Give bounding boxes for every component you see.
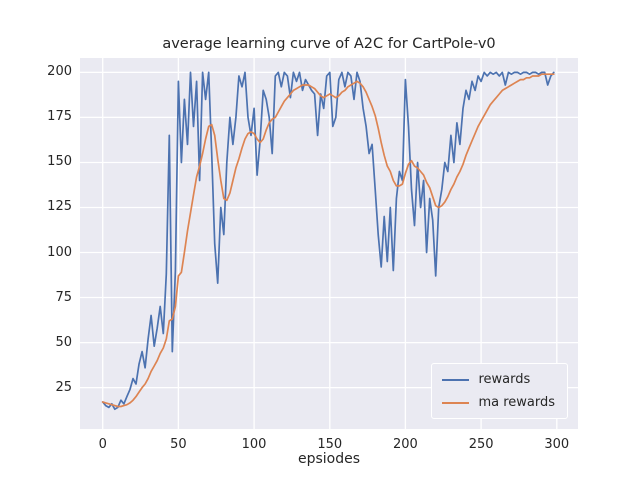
legend-entry-ma-rewards: ma rewards — [442, 395, 555, 410]
y-tick-label: 25 — [55, 379, 72, 395]
ma-rewards-line-swatch — [442, 401, 470, 404]
plot-area: rewards ma rewards — [80, 58, 578, 429]
y-tick-label: 75 — [55, 289, 72, 305]
x-tick-label: 150 — [317, 437, 343, 452]
y-tick-label: 150 — [47, 154, 72, 170]
legend-label-ma-rewards: ma rewards — [478, 395, 555, 410]
y-tick-label: 200 — [47, 64, 72, 80]
y-tick-label: 125 — [47, 199, 72, 215]
x-tick-label: 200 — [393, 437, 418, 452]
x-tick-label: 100 — [241, 437, 267, 452]
y-tick-label: 175 — [47, 109, 72, 125]
x-tick-label: 300 — [544, 437, 570, 452]
legend-label-rewards: rewards — [478, 372, 531, 387]
chart-title: average learning curve of A2C for CartPo… — [162, 36, 496, 52]
x-tick-label: 250 — [468, 437, 494, 452]
x-tick-label: 0 — [98, 437, 107, 452]
legend: rewards ma rewards — [431, 363, 568, 419]
rewards-line-swatch — [442, 378, 470, 381]
y-tick-label: 50 — [55, 334, 72, 350]
x-tick-label: 50 — [170, 437, 187, 452]
y-tick-label: 100 — [47, 244, 72, 260]
x-axis-label: epsiodes — [297, 451, 361, 467]
legend-entry-rewards: rewards — [442, 372, 555, 387]
